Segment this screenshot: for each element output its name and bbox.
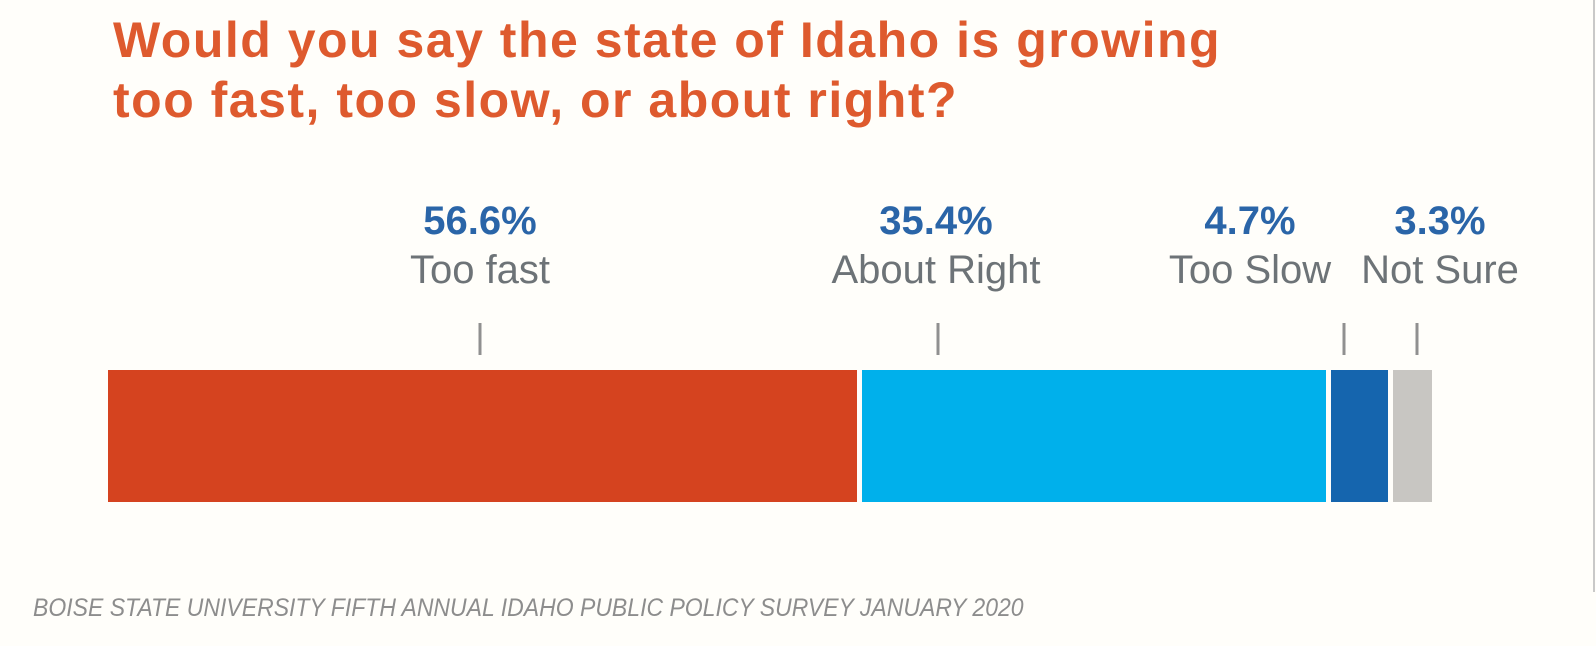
category-label: Not Sure: [1361, 248, 1519, 292]
page-edge-line: [1593, 0, 1595, 592]
value-label: 56.6%: [423, 199, 537, 243]
value-label: 35.4%: [879, 199, 993, 243]
bar-segment-too-slow: [1331, 370, 1389, 502]
tick-mark-about-right: [936, 323, 940, 355]
chart-title: Would you say the state of Idaho is grow…: [113, 10, 1573, 130]
segment-label-about-right: 35.4% About Right: [831, 196, 1040, 294]
source-caption: BOISE STATE UNIVERSITY FIFTH ANNUAL IDAH…: [33, 594, 1024, 622]
tick-mark-too-fast: [478, 323, 482, 355]
tick-mark-not-sure: [1415, 323, 1419, 355]
bar-segment-not-sure: [1393, 370, 1432, 502]
category-label: Too fast: [409, 248, 551, 292]
category-label: About Right: [831, 248, 1041, 292]
chart-title-line-2: too fast, too slow, or about right?: [113, 72, 959, 128]
tick-mark-too-slow: [1342, 323, 1346, 355]
segment-label-too-fast: 56.6% Too fast: [410, 196, 550, 294]
value-label: 3.3%: [1394, 199, 1486, 243]
bar-segment-about-right: [862, 370, 1327, 502]
segment-label-not-sure: 3.3% Not Sure: [1361, 196, 1519, 294]
category-label: Too Slow: [1168, 248, 1332, 292]
stacked-bar: [108, 370, 1432, 502]
chart-title-line-1: Would you say the state of Idaho is grow…: [113, 12, 1222, 68]
bar-segment-too-fast: [108, 370, 858, 502]
segment-label-too-slow: 4.7% Too Slow: [1169, 196, 1331, 294]
value-label: 4.7%: [1204, 199, 1296, 243]
